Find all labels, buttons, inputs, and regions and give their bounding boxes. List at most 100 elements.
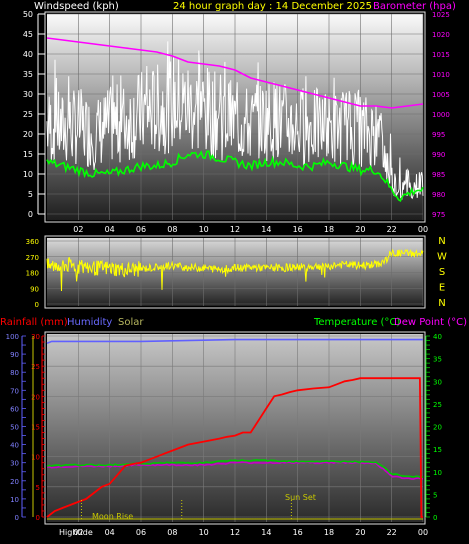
windspeed-tick-label: 10 (23, 170, 33, 179)
bottom-axes: 0510152025300102030405060708090100051015… (6, 333, 442, 537)
temperature-tick-label: 20 (433, 424, 442, 432)
top-series (46, 37, 424, 203)
barometer-tick-label: 1000 (432, 111, 450, 119)
top-x-tick-label: 08 (167, 225, 177, 234)
barometer-tick-label: 1025 (432, 11, 450, 19)
humidity-tick-label: 60 (10, 405, 19, 413)
top-x-tick-label: 16 (293, 225, 303, 234)
barometer-tick-label: 985 (432, 171, 445, 179)
rainfall-tick-label: 5 (36, 484, 40, 492)
rainfall-line (46, 377, 423, 518)
temperature-tick-label: 35 (433, 356, 442, 364)
top-x-tick-label: 04 (105, 225, 115, 234)
humidity-tick-label: 90 (10, 351, 19, 359)
barometer-tick-label: 1020 (432, 31, 450, 39)
hightide-annotation: Hightide (59, 528, 93, 537)
bottom-x-tick-label: 18 (324, 528, 334, 537)
windspeed-tick-label: 5 (28, 190, 33, 199)
rainfall-tick-label: 10 (31, 454, 40, 462)
top-x-tick-label: 06 (136, 225, 146, 234)
direction-tick-label: 360 (26, 238, 39, 246)
chart-title: 24 hour graph day : 14 December 2025 (173, 1, 372, 12)
top-x-tick-label: 02 (73, 225, 83, 234)
compass-label: S (439, 267, 445, 278)
top-axes: 0510152025303540455097598098599099510001… (23, 10, 450, 234)
bottom-x-tick-label: 02 (73, 528, 83, 537)
compass-label: E (439, 283, 445, 294)
direction-tick-label: 180 (26, 270, 39, 278)
temperature-tick-label: 15 (433, 446, 442, 454)
barometer-axis-title: Barometer (hpa) (373, 1, 456, 12)
direction-tick-label: 90 (30, 285, 39, 293)
humidity-tick-label: 0 (15, 514, 19, 522)
humidity-tick-label: 70 (10, 387, 19, 395)
rainfall-tick-label: 0 (36, 514, 40, 522)
wind-barometer-chart: Windspeed (kph) 24 hour graph day : 14 D… (23, 1, 456, 234)
temperature-tick-label: 40 (433, 333, 442, 341)
temperature-tick-label: 30 (433, 378, 442, 386)
temperature-tick-label: 5 (433, 491, 437, 499)
rainfall-tick-label: 25 (31, 363, 40, 371)
temperature-line (46, 458, 424, 479)
windspeed-tick-label: 30 (23, 90, 33, 99)
dewpoint-axis-title: Dew Point (°C) (394, 317, 467, 328)
bottom-x-tick-label: 14 (261, 528, 271, 537)
bottom-gridlines (47, 334, 424, 522)
top-x-tick-label: 10 (199, 225, 209, 234)
bottom-x-tick-label: 00 (418, 528, 428, 537)
top-x-tick-label: 14 (261, 225, 271, 234)
barometer-tick-label: 1005 (432, 91, 450, 99)
compass-label: W (437, 252, 447, 263)
windspeed-tick-label: 20 (23, 130, 33, 139)
humidity-tick-label: 40 (10, 442, 19, 450)
top-x-tick-label: 12 (230, 225, 240, 234)
direction-gridlines (47, 238, 424, 306)
barometer-line (46, 37, 424, 109)
temperature-tick-label: 0 (433, 514, 437, 522)
humidity-tick-label: 50 (10, 424, 19, 432)
top-x-tick-label: 00 (418, 225, 428, 234)
humidity-tick-label: 30 (10, 460, 19, 468)
humidity-line (46, 338, 423, 344)
direction-tick-label: 270 (26, 254, 39, 262)
windspeed-tick-label: 50 (23, 10, 33, 19)
humidity-tick-label: 100 (6, 333, 19, 341)
temperature-tick-label: 10 (433, 469, 442, 477)
rain-temp-chart: Rainfall (mm) Humidity Solar Temperature… (0, 317, 467, 537)
moon-rise-annotation: Moon Rise (92, 512, 133, 521)
barometer-tick-label: 995 (432, 131, 445, 139)
compass-label: N (438, 298, 445, 309)
temperature-axis-title: Temperature (°C) (313, 317, 400, 328)
temperature-tick-label: 25 (433, 401, 442, 409)
rainfall-tick-label: 20 (31, 393, 40, 401)
windspeed-axis-title: Windspeed (kph) (34, 1, 119, 12)
wind-average-line (46, 150, 424, 203)
top-x-tick-label: 22 (387, 225, 397, 234)
bottom-x-tick-label: 16 (293, 528, 303, 537)
bottom-x-tick-label: 08 (167, 528, 177, 537)
windspeed-tick-label: 25 (23, 110, 33, 119)
windspeed-tick-label: 15 (23, 150, 33, 159)
wind-direction-line (46, 248, 424, 292)
compass-label: N (438, 236, 445, 247)
humidity-tick-label: 20 (10, 478, 19, 486)
windspeed-tick-label: 0 (28, 210, 33, 219)
windspeed-line (46, 41, 424, 200)
humidity-tick-label: 10 (10, 496, 19, 504)
top-x-tick-label: 18 (324, 225, 334, 234)
barometer-tick-label: 975 (432, 211, 445, 219)
bottom-x-tick-label: 10 (199, 528, 209, 537)
top-x-tick-label: 20 (355, 225, 365, 234)
bottom-series (46, 338, 424, 520)
windspeed-tick-label: 35 (23, 70, 33, 79)
bottom-x-tick-label: 04 (105, 528, 115, 537)
humidity-axis-title: Humidity (67, 317, 112, 328)
direction-tick-label: 0 (35, 301, 39, 309)
rainfall-tick-label: 30 (31, 333, 40, 341)
bottom-x-tick-label: 06 (136, 528, 146, 537)
bottom-x-tick-label: 12 (230, 528, 240, 537)
solar-axis-title: Solar (118, 317, 144, 328)
